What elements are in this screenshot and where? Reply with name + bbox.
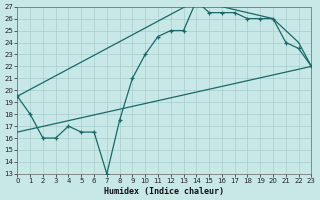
X-axis label: Humidex (Indice chaleur): Humidex (Indice chaleur)	[104, 187, 224, 196]
